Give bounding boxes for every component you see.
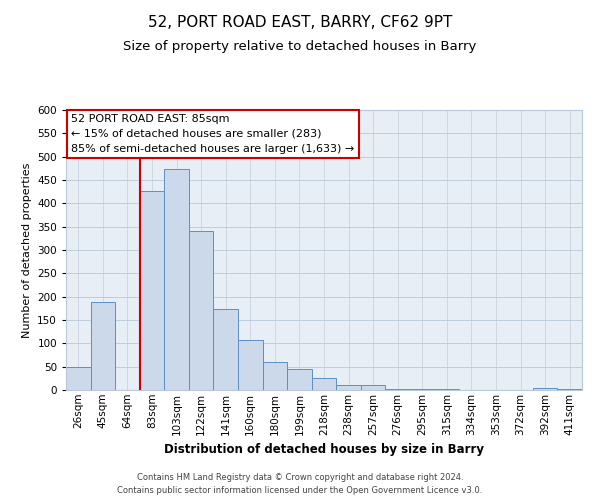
Bar	[533, 388, 557, 390]
Bar	[189, 232, 214, 390]
Bar	[361, 386, 385, 390]
Bar	[557, 388, 582, 390]
Text: Contains public sector information licensed under the Open Government Licence v3: Contains public sector information licen…	[118, 486, 482, 495]
Bar	[91, 302, 115, 390]
Bar	[214, 310, 238, 390]
Text: 52 PORT ROAD EAST: 85sqm
← 15% of detached houses are smaller (283)
85% of semi-: 52 PORT ROAD EAST: 85sqm ← 15% of detach…	[71, 114, 355, 154]
Bar	[434, 388, 459, 390]
Text: Size of property relative to detached houses in Barry: Size of property relative to detached ho…	[124, 40, 476, 53]
Y-axis label: Number of detached properties: Number of detached properties	[22, 162, 32, 338]
Bar	[164, 170, 189, 390]
X-axis label: Distribution of detached houses by size in Barry: Distribution of detached houses by size …	[164, 443, 484, 456]
Bar	[263, 362, 287, 390]
Bar	[66, 366, 91, 390]
Text: Contains HM Land Registry data © Crown copyright and database right 2024.: Contains HM Land Registry data © Crown c…	[137, 474, 463, 482]
Bar	[312, 378, 336, 390]
Bar	[336, 386, 361, 390]
Bar	[287, 370, 312, 390]
Text: 52, PORT ROAD EAST, BARRY, CF62 9PT: 52, PORT ROAD EAST, BARRY, CF62 9PT	[148, 15, 452, 30]
Bar	[140, 190, 164, 390]
Bar	[238, 340, 263, 390]
Bar	[410, 388, 434, 390]
Bar	[385, 388, 410, 390]
